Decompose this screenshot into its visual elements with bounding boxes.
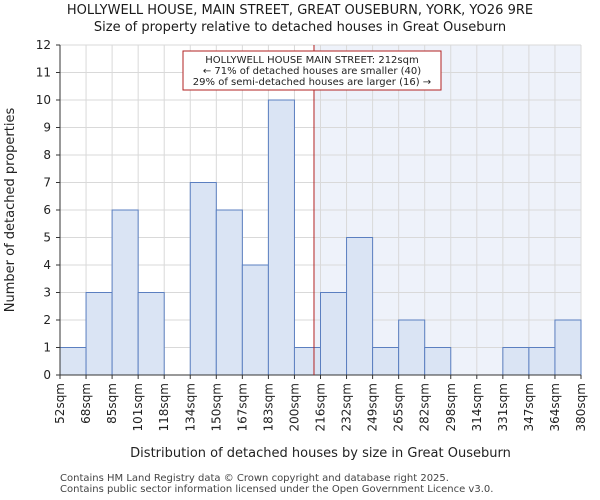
histogram-chart: 52sqm 68sqm 85sqm 101sqm 118sqm 134sqm 150sqm 1… [3, 38, 588, 461]
y-tick-label: 4 [43, 258, 51, 272]
x-tick-label: 150sqm [209, 383, 223, 431]
histogram-bar [267, 99, 295, 376]
histogram-bar [346, 237, 374, 376]
y-tick-label: 3 [43, 286, 51, 300]
x-tick-label: 216sqm [314, 383, 328, 431]
footer-licence: Contains public sector information licen… [60, 484, 494, 495]
x-tick-labels: 52sqm 68sqm 85sqm 101sqm 118sqm 134sqm 150sqm 1… [53, 375, 588, 431]
annotation-line-1: HOLLYWELL HOUSE MAIN STREET: 212sqm [205, 55, 418, 66]
histogram-bar [293, 347, 322, 376]
y-tick-label: 10 [36, 93, 51, 107]
x-tick-label: 200sqm [287, 383, 301, 431]
y-tick-label: 2 [43, 313, 51, 327]
y-tick-label: 5 [43, 231, 51, 245]
histogram-bar [85, 292, 113, 376]
y-tick-label: 1 [43, 341, 51, 355]
x-tick-label: 380sqm [574, 383, 588, 431]
histogram-bar [320, 292, 348, 376]
y-axis-label: Number of detached properties [3, 108, 18, 313]
histogram-bar [528, 347, 556, 376]
x-tick-label: 118sqm [157, 383, 171, 431]
x-tick-label: 347sqm [522, 383, 536, 431]
y-tick-label: 7 [43, 176, 51, 190]
chart-title: HOLLYWELL HOUSE, MAIN STREET, GREAT OUSE… [66, 3, 534, 18]
x-tick-label: 85sqm [105, 383, 119, 424]
x-tick-label: 314sqm [470, 383, 484, 431]
x-tick-label: 249sqm [366, 383, 380, 431]
x-tick-label: 331sqm [496, 383, 510, 431]
x-tick-label: 167sqm [235, 383, 249, 431]
histogram-bar [424, 347, 452, 376]
footer-copyright: Contains HM Land Registry data © Crown c… [60, 473, 449, 484]
x-axis-label: Distribution of detached houses by size … [130, 446, 511, 461]
x-tick-label: 232sqm [340, 383, 354, 431]
histogram-bar [502, 347, 530, 376]
x-tick-label: 101sqm [131, 383, 145, 431]
x-tick-label: 282sqm [418, 383, 432, 431]
annotation-border [182, 50, 442, 91]
annotation-line-2: ← 71% of detached houses are smaller (40… [203, 66, 421, 77]
y-tick-label: 12 [36, 38, 51, 52]
histogram-bar [189, 182, 217, 376]
annotation-box: HOLLYWELL HOUSE MAIN STREET: 212sqm ← 71… [182, 50, 442, 91]
x-tick-label: 265sqm [392, 383, 406, 431]
y-tick-label: 9 [43, 121, 51, 135]
histogram-bar [59, 347, 87, 376]
x-tick-label: 68sqm [79, 383, 93, 424]
y-tick-label: 11 [36, 66, 51, 80]
y-tick-label: 8 [43, 148, 51, 162]
histogram-bar [111, 209, 139, 376]
histogram-bar [241, 264, 269, 376]
x-tick-label: 134sqm [183, 383, 197, 431]
histogram-bar [215, 209, 243, 376]
x-tick-label: 183sqm [261, 383, 275, 431]
y-tick-label: 6 [43, 203, 51, 217]
histogram-bar [137, 292, 165, 376]
histogram-bar [372, 347, 400, 376]
x-tick-label: 52sqm [53, 383, 67, 424]
chart-subtitle: Size of property relative to detached ho… [93, 20, 507, 35]
histogram-bar [554, 319, 582, 376]
x-tick-label: 364sqm [548, 383, 562, 431]
bars-group [59, 99, 582, 376]
annotation-line-3: 29% of semi-detached houses are larger (… [193, 77, 431, 88]
y-tick-label: 0 [43, 368, 51, 382]
histogram-bar [398, 319, 426, 376]
x-tick-label: 298sqm [444, 383, 458, 431]
